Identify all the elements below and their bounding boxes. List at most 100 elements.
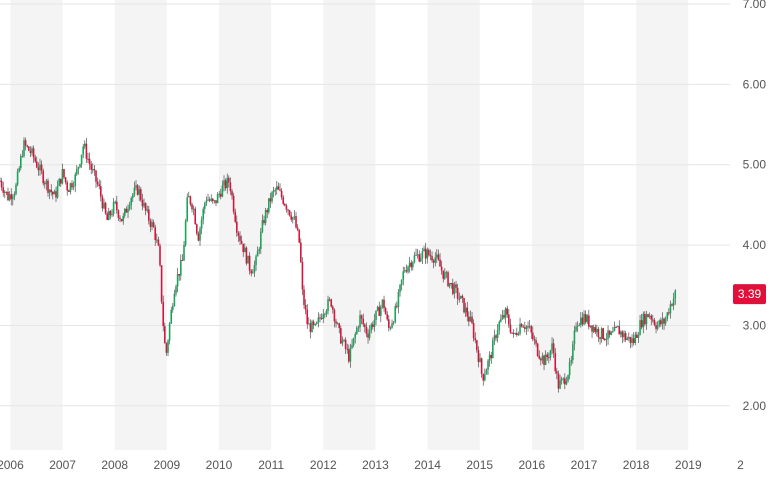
candle-body (612, 331, 614, 333)
candle-body (37, 167, 40, 171)
candle-body (69, 183, 72, 192)
candle-body (264, 210, 267, 224)
candle-body (245, 247, 248, 264)
candle-body (648, 315, 651, 318)
candlestick-series (0, 137, 677, 393)
candle-body (170, 309, 173, 324)
candle-body (586, 315, 589, 323)
candle-body (93, 169, 96, 171)
candle-body (650, 315, 653, 320)
candle-body (500, 318, 502, 322)
candle-body (370, 324, 373, 331)
candle-body (640, 320, 643, 328)
candle-body (493, 335, 496, 341)
candle-body (74, 174, 77, 187)
candle-body (20, 156, 22, 169)
candle-body (103, 202, 105, 209)
candle-body (167, 340, 169, 353)
candle-body (556, 371, 558, 374)
candle-body (248, 255, 251, 271)
candle-body (560, 378, 563, 381)
year-band-2018 (636, 0, 689, 450)
candle-body (508, 314, 510, 325)
candle-body (207, 199, 209, 201)
candle-body (540, 358, 542, 361)
candle-body (327, 299, 329, 312)
candle-body (108, 211, 110, 220)
candle-body (591, 325, 593, 332)
candle-body (655, 325, 657, 329)
candle-body (567, 375, 569, 381)
candle-body (418, 254, 421, 262)
candle-body (218, 193, 221, 195)
candle-body (636, 334, 638, 338)
candle-body (516, 333, 518, 335)
candle-body (447, 272, 449, 287)
candle-body (191, 204, 193, 210)
candle-body (141, 199, 144, 207)
candle-body (415, 254, 417, 256)
candle-body (149, 220, 152, 227)
candle-body (159, 245, 161, 266)
x-tick-label: 2019 (675, 458, 702, 472)
candle-body (564, 378, 566, 385)
candle-body (162, 301, 165, 327)
candle-body (234, 211, 237, 222)
candle-body (504, 308, 507, 318)
candle-body (282, 197, 285, 204)
candle-body (407, 266, 409, 272)
candle-body (664, 318, 667, 324)
candle-body (100, 186, 102, 197)
candle-body (268, 198, 270, 213)
candle-body (180, 259, 182, 276)
x-tick-label: 2014 (414, 458, 441, 472)
candle-body (304, 304, 307, 310)
candle-body (644, 313, 646, 325)
candle-body (164, 326, 166, 344)
candle-body (109, 211, 112, 216)
candle-body (31, 148, 33, 153)
candle-body (196, 224, 198, 234)
x-tick-label: 2008 (101, 458, 128, 472)
candle-body (152, 222, 155, 228)
candle-body (652, 319, 654, 321)
candle-body (64, 177, 67, 183)
x-tick-label: 2018 (623, 458, 650, 472)
candle-body (338, 323, 341, 329)
candle-body (618, 326, 621, 335)
candle-body (672, 298, 675, 306)
candle-body (140, 189, 142, 200)
candle-body (434, 257, 437, 263)
candle-body (536, 343, 539, 356)
candle-body (90, 164, 93, 170)
candle-body (8, 194, 11, 201)
candle-body (530, 326, 533, 333)
candle-body (71, 183, 73, 188)
candle-body (40, 164, 43, 171)
candle-body (13, 194, 16, 197)
candle-body (399, 284, 401, 293)
candle-body (404, 270, 406, 272)
candle-body (375, 310, 377, 320)
candle-body (599, 337, 601, 339)
year-band-2010 (219, 0, 272, 450)
candle-body (221, 185, 224, 197)
candle-body (296, 227, 299, 230)
candle-body (479, 358, 481, 362)
candle-body (514, 333, 517, 335)
y-tick-label: 7.00 (743, 0, 767, 11)
candle-body (498, 321, 501, 330)
candle-body (143, 203, 145, 207)
candle-body (98, 184, 101, 187)
candle-body (351, 345, 353, 348)
candle-body (236, 221, 238, 233)
candle-body (464, 307, 467, 313)
candle-body (178, 274, 181, 276)
candle-body (285, 205, 288, 210)
candle-body (240, 240, 243, 244)
candle-body (538, 355, 541, 359)
candle-body (212, 198, 214, 201)
candle-body (477, 350, 480, 362)
candle-body (402, 271, 405, 280)
candle-body (580, 317, 582, 325)
